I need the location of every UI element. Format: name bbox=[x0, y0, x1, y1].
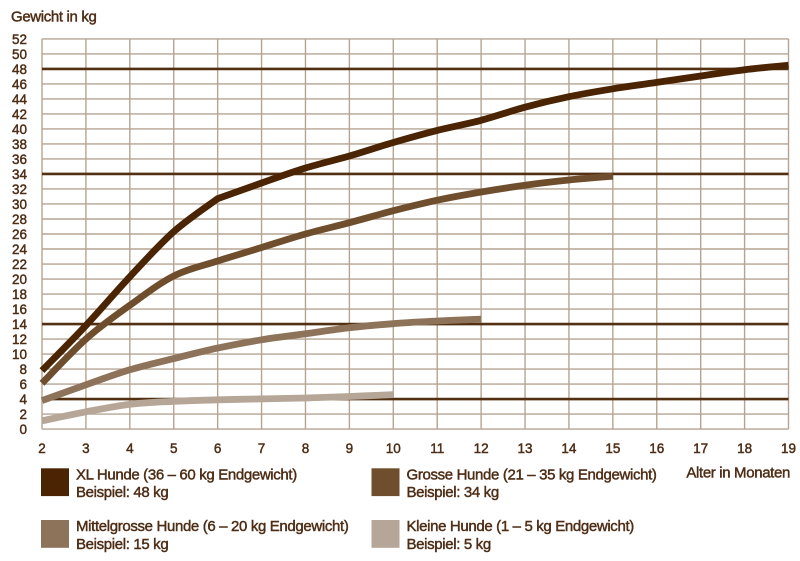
svg-text:19: 19 bbox=[781, 441, 796, 456]
svg-text:22: 22 bbox=[12, 257, 27, 272]
svg-text:36: 36 bbox=[12, 152, 27, 167]
svg-text:32: 32 bbox=[12, 182, 27, 197]
svg-text:50: 50 bbox=[12, 47, 27, 62]
svg-text:XL Hunde (36 – 60 kg Endgewich: XL Hunde (36 – 60 kg Endgewicht) bbox=[76, 467, 297, 484]
svg-text:34: 34 bbox=[12, 167, 28, 182]
svg-text:52: 52 bbox=[12, 32, 27, 47]
svg-text:9: 9 bbox=[346, 441, 354, 456]
svg-text:2: 2 bbox=[38, 441, 46, 456]
svg-text:12: 12 bbox=[474, 441, 489, 456]
svg-text:20: 20 bbox=[12, 272, 27, 287]
svg-text:Kleine Hunde (1 – 5 kg Endgewi: Kleine Hunde (1 – 5 kg Endgewicht) bbox=[407, 518, 635, 535]
svg-text:Beispiel: 34 kg: Beispiel: 34 kg bbox=[407, 484, 499, 501]
svg-text:Gewicht in kg: Gewicht in kg bbox=[11, 9, 97, 26]
svg-text:17: 17 bbox=[693, 441, 708, 456]
svg-text:26: 26 bbox=[12, 227, 27, 242]
svg-text:3: 3 bbox=[82, 441, 90, 456]
svg-text:14: 14 bbox=[561, 441, 577, 456]
svg-text:14: 14 bbox=[12, 317, 28, 332]
svg-text:Beispiel: 48 kg: Beispiel: 48 kg bbox=[76, 484, 168, 501]
svg-text:Mittelgrosse Hunde (6 – 20 kg: Mittelgrosse Hunde (6 – 20 kg Endgewicht… bbox=[76, 518, 349, 535]
svg-text:0: 0 bbox=[19, 422, 27, 437]
svg-text:16: 16 bbox=[12, 302, 27, 317]
svg-text:10: 10 bbox=[386, 441, 401, 456]
svg-text:Beispiel: 5 kg: Beispiel: 5 kg bbox=[407, 536, 491, 553]
svg-text:2: 2 bbox=[19, 407, 27, 422]
svg-text:6: 6 bbox=[19, 377, 27, 392]
svg-text:8: 8 bbox=[19, 362, 27, 377]
svg-text:Alter in Monaten: Alter in Monaten bbox=[686, 465, 790, 482]
svg-text:30: 30 bbox=[12, 197, 27, 212]
svg-text:38: 38 bbox=[12, 137, 27, 152]
svg-text:Grosse Hunde (21 – 35 kg Endge: Grosse Hunde (21 – 35 kg Endgewicht) bbox=[407, 467, 657, 484]
svg-text:4: 4 bbox=[19, 392, 27, 407]
svg-text:7: 7 bbox=[258, 441, 266, 456]
svg-text:18: 18 bbox=[737, 441, 752, 456]
svg-text:4: 4 bbox=[126, 441, 134, 456]
svg-text:40: 40 bbox=[12, 122, 27, 137]
svg-text:5: 5 bbox=[170, 441, 178, 456]
svg-text:42: 42 bbox=[12, 107, 27, 122]
svg-text:46: 46 bbox=[12, 77, 27, 92]
svg-text:12: 12 bbox=[12, 332, 27, 347]
svg-text:10: 10 bbox=[12, 347, 27, 362]
svg-text:13: 13 bbox=[518, 441, 533, 456]
svg-text:18: 18 bbox=[12, 287, 27, 302]
svg-text:15: 15 bbox=[605, 441, 620, 456]
svg-text:24: 24 bbox=[12, 242, 28, 257]
svg-text:44: 44 bbox=[12, 92, 28, 107]
svg-text:8: 8 bbox=[302, 441, 310, 456]
svg-text:6: 6 bbox=[214, 441, 222, 456]
svg-text:11: 11 bbox=[430, 441, 444, 456]
svg-text:Beispiel: 15 kg: Beispiel: 15 kg bbox=[76, 536, 168, 553]
svg-text:48: 48 bbox=[12, 62, 27, 77]
svg-text:16: 16 bbox=[649, 441, 664, 456]
svg-text:28: 28 bbox=[12, 212, 27, 227]
